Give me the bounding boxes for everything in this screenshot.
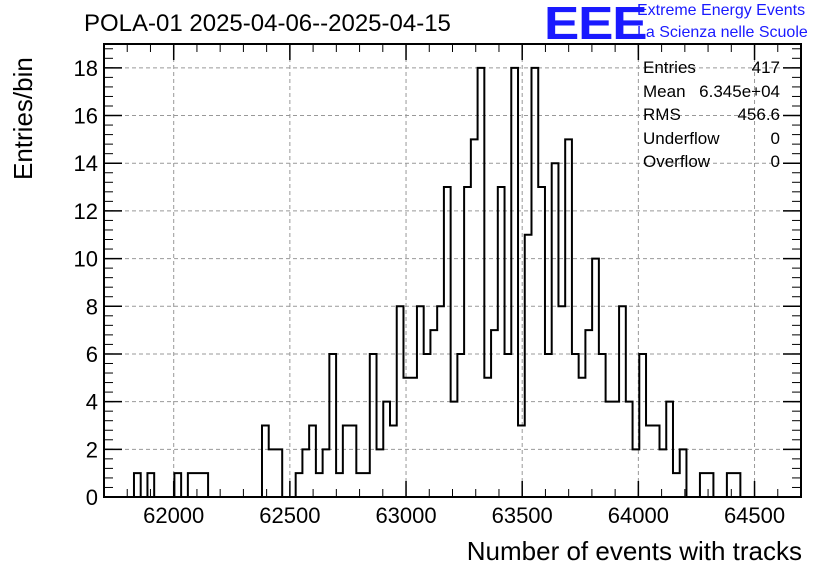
x-tick-label: 62000 [143,503,204,528]
stats-box: Entries 417 Mean 6.345e+04 RMS 456.6 Und… [640,58,780,176]
y-tick-label: 0 [86,485,98,510]
y-tick-label: 14 [74,151,98,176]
grid-lines [104,44,801,497]
stats-row-rms: RMS 456.6 [640,105,780,129]
stats-row-underflow: Underflow 0 [640,129,780,153]
stats-key: Underflow [643,128,720,148]
x-axis-label: Number of events with tracks [466,536,802,566]
stats-row-overflow: Overflow 0 [640,152,780,176]
stats-value: 456.6 [737,105,780,124]
stats-key: Entries [643,58,696,77]
stats-value: 0 [770,152,780,171]
stats-value: 0 [770,128,780,148]
y-tick-label: 8 [86,294,98,319]
eee-logo: EEE [544,0,648,49]
stats-key: RMS [643,105,681,124]
x-tick-label: 62500 [259,503,320,528]
tick-labels: 0 2 4 6 8 10 12 14 16 18 62000 62500 63000 63500 64000… [74,56,786,528]
x-tick-label: 64000 [608,503,669,528]
y-axis-label: Entries/bin [8,57,38,180]
logo-line-2: La Scienza nelle Scuole [637,24,808,41]
x-tick-label: 63000 [375,503,436,528]
stats-value: 6.345e+04 [699,81,780,101]
stats-key: Overflow [643,152,711,171]
y-tick-label: 16 [74,104,98,129]
stats-key: Mean [643,81,686,101]
y-tick-label: 12 [74,199,98,224]
y-tick-label: 2 [86,437,98,462]
y-tick-label: 4 [86,390,98,415]
stats-value: 417 [751,58,780,77]
y-tick-label: 18 [74,56,98,81]
stats-row-mean: Mean 6.345e+04 [640,82,780,106]
plot-frame [103,43,802,498]
logo-line-1: Extreme Energy Events [637,2,806,19]
stats-row-entries: Entries 417 [640,58,780,82]
y-tick-label: 10 [74,247,98,272]
x-tick-label: 64500 [724,503,785,528]
y-tick-label: 6 [86,342,98,367]
x-tick-label: 63500 [492,503,553,528]
chart-title: POLA-01 2025-04-06--2025-04-15 [84,10,451,37]
